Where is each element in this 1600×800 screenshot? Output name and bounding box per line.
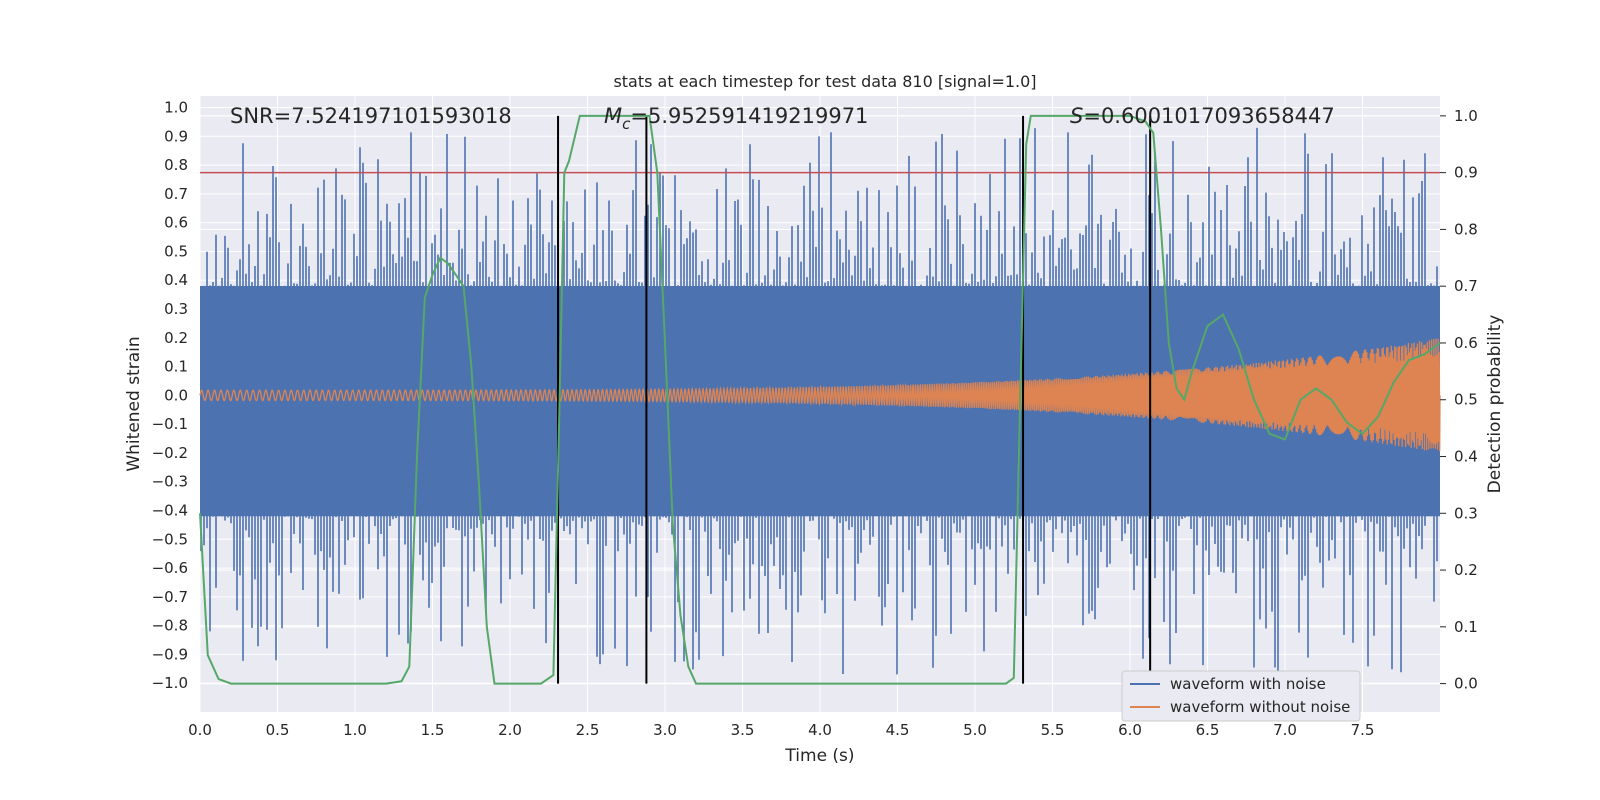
y-tick-label: 0.5 xyxy=(164,242,188,260)
y-tick-label: −0.2 xyxy=(152,444,188,462)
y-tick-label: −0.5 xyxy=(152,530,188,548)
x-tick-label: 2.0 xyxy=(498,721,522,739)
y-axis-title: Whitened strain xyxy=(124,336,144,471)
snr-annotation: SNR=7.524197101593018 xyxy=(230,104,512,128)
y-tick-label: 0.9 xyxy=(164,127,188,145)
x-tick-label: 6.5 xyxy=(1196,721,1220,739)
x-tick-label: 5.0 xyxy=(963,721,987,739)
y-tick-label: 0.8 xyxy=(164,156,188,174)
y-tick-label: 0.7 xyxy=(164,185,188,203)
x-tick-label: 0.5 xyxy=(266,721,290,739)
y-tick-label: −0.3 xyxy=(152,473,188,491)
y-tick-label: 0.4 xyxy=(164,271,188,289)
y2-tick-label: 0.5 xyxy=(1454,391,1478,409)
x-tick-label: 2.5 xyxy=(576,721,600,739)
chart-title: stats at each timestep for test data 810… xyxy=(613,72,1036,91)
x-tick-label: 6.0 xyxy=(1118,721,1142,739)
legend-box xyxy=(1121,670,1361,722)
y-tick-label: 0.0 xyxy=(164,386,188,404)
x-tick-label: 4.5 xyxy=(886,721,910,739)
x-tick-label: 3.0 xyxy=(653,721,677,739)
y2-tick-label: 0.0 xyxy=(1454,675,1478,693)
vertical-markers xyxy=(557,115,1152,684)
s-annotation: S=0.6001017093658447 xyxy=(1070,104,1335,128)
y2-tick-label: 0.2 xyxy=(1454,561,1478,579)
detection-probability-line xyxy=(199,114,1441,685)
legend: waveform with noise waveform without noi… xyxy=(1121,670,1361,722)
x-tick-label: 7.0 xyxy=(1273,721,1297,739)
legend-label-clean: waveform without noise xyxy=(1170,698,1350,716)
y2-tick-label: 0.8 xyxy=(1454,220,1478,238)
y-tick-label: −1.0 xyxy=(152,674,188,692)
x-tick-label: 7.5 xyxy=(1351,721,1375,739)
mc-symbol: M xyxy=(604,104,622,128)
y2-tick-label: 1.0 xyxy=(1454,107,1478,125)
y-tick-label: −0.7 xyxy=(152,588,188,606)
y-axis-left: −1.0 −0.9 −0.8 −0.7 −0.6 −0.5 −0.4 −0.3 −0.2 −0.1… xyxy=(152,99,188,693)
y2-tick-label: 0.3 xyxy=(1454,504,1478,522)
y-axis-right: 0.0 0.1 0.2 0.3 0.4 0.5 0.6 0.7 0.8 0.9 1.0 xyxy=(1440,107,1478,693)
y-tick-label: −0.9 xyxy=(152,645,188,663)
y-tick-label: −0.1 xyxy=(152,415,188,433)
y2-axis-title: Detection probability xyxy=(1485,315,1505,494)
y-tick-label: −0.6 xyxy=(152,559,188,577)
x-tick-label: 5.5 xyxy=(1041,721,1065,739)
x-tick-label: 1.0 xyxy=(343,721,367,739)
y2-tick-label: 0.1 xyxy=(1454,618,1478,636)
x-tick-label: 1.5 xyxy=(421,721,445,739)
s-symbol: S xyxy=(1070,104,1083,128)
y-tick-label: 0.3 xyxy=(164,300,188,318)
y-tick-label: −0.8 xyxy=(152,617,188,635)
y-tick-label: −0.4 xyxy=(152,502,188,520)
y2-tick-label: 0.9 xyxy=(1454,164,1478,182)
clean-waveform-series xyxy=(199,338,1441,452)
x-axis: 0.0 0.5 1.0 1.5 2.0 2.5 3.0 3.5 4.0 4.5 5.0 5.5 6.0 6… xyxy=(188,721,1374,739)
x-tick-label: 4.0 xyxy=(808,721,832,739)
y2-tick-label: 0.4 xyxy=(1454,448,1478,466)
y2-tick-label: 0.6 xyxy=(1454,334,1478,352)
mc-subscript: c xyxy=(622,115,631,133)
x-tick-label: 0.0 xyxy=(188,721,212,739)
y2-tick-label: 0.7 xyxy=(1454,277,1478,295)
y-tick-label: 0.6 xyxy=(164,214,188,232)
x-tick-label: 3.5 xyxy=(731,721,755,739)
y-tick-label: 1.0 xyxy=(164,99,188,117)
mc-annotation: Mc=5.952591419219971 xyxy=(604,104,868,133)
clean-waveform-line xyxy=(199,338,1441,452)
s-value: =0.6001017093658447 xyxy=(1083,104,1334,128)
legend-label-noisy: waveform with noise xyxy=(1170,675,1326,693)
y-tick-label: 0.2 xyxy=(164,329,188,347)
mc-value: =5.952591419219971 xyxy=(630,104,868,128)
x-axis-title: Time (s) xyxy=(784,746,854,766)
y-tick-label: 0.1 xyxy=(164,358,188,376)
